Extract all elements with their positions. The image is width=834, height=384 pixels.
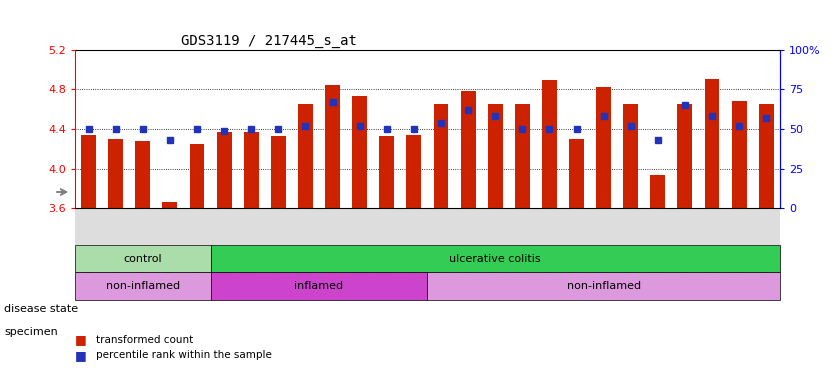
Bar	[81, 135, 96, 208]
Bar	[623, 104, 638, 208]
Text: transformed count: transformed count	[96, 335, 193, 345]
Bar	[217, 132, 232, 208]
Bar	[352, 96, 367, 208]
Bar	[542, 79, 557, 208]
Bar	[271, 136, 286, 208]
Bar	[428, 272, 780, 300]
Text: non-inflamed: non-inflamed	[106, 281, 180, 291]
Bar	[379, 136, 394, 208]
Text: disease state: disease state	[4, 304, 78, 314]
Bar	[210, 272, 428, 300]
Bar	[677, 104, 692, 208]
Text: ■: ■	[75, 333, 87, 346]
Bar	[406, 135, 421, 208]
Text: control: control	[123, 254, 162, 264]
Bar	[75, 272, 210, 300]
Bar	[189, 144, 204, 208]
Text: percentile rank within the sample: percentile rank within the sample	[96, 350, 272, 360]
Bar	[298, 104, 313, 208]
Bar	[731, 101, 746, 208]
Bar	[75, 245, 210, 272]
Bar	[759, 104, 774, 208]
Bar	[135, 141, 150, 208]
Text: ulcerative colitis: ulcerative colitis	[450, 254, 541, 264]
Bar	[434, 104, 449, 208]
Text: ■: ■	[75, 349, 87, 362]
Text: inflamed: inflamed	[294, 281, 344, 291]
Bar	[210, 245, 780, 272]
Bar	[488, 104, 503, 208]
Text: GDS3119 / 217445_s_at: GDS3119 / 217445_s_at	[181, 33, 357, 48]
Bar	[569, 139, 584, 208]
Bar	[596, 88, 611, 208]
Text: non-inflamed: non-inflamed	[566, 281, 641, 291]
Text: specimen: specimen	[4, 327, 58, 337]
Bar	[705, 79, 720, 208]
Bar	[244, 132, 259, 208]
Bar	[460, 91, 475, 208]
Bar	[515, 104, 530, 208]
Bar	[651, 175, 666, 208]
Bar	[163, 202, 178, 208]
Bar	[325, 84, 340, 208]
Bar	[108, 139, 123, 208]
